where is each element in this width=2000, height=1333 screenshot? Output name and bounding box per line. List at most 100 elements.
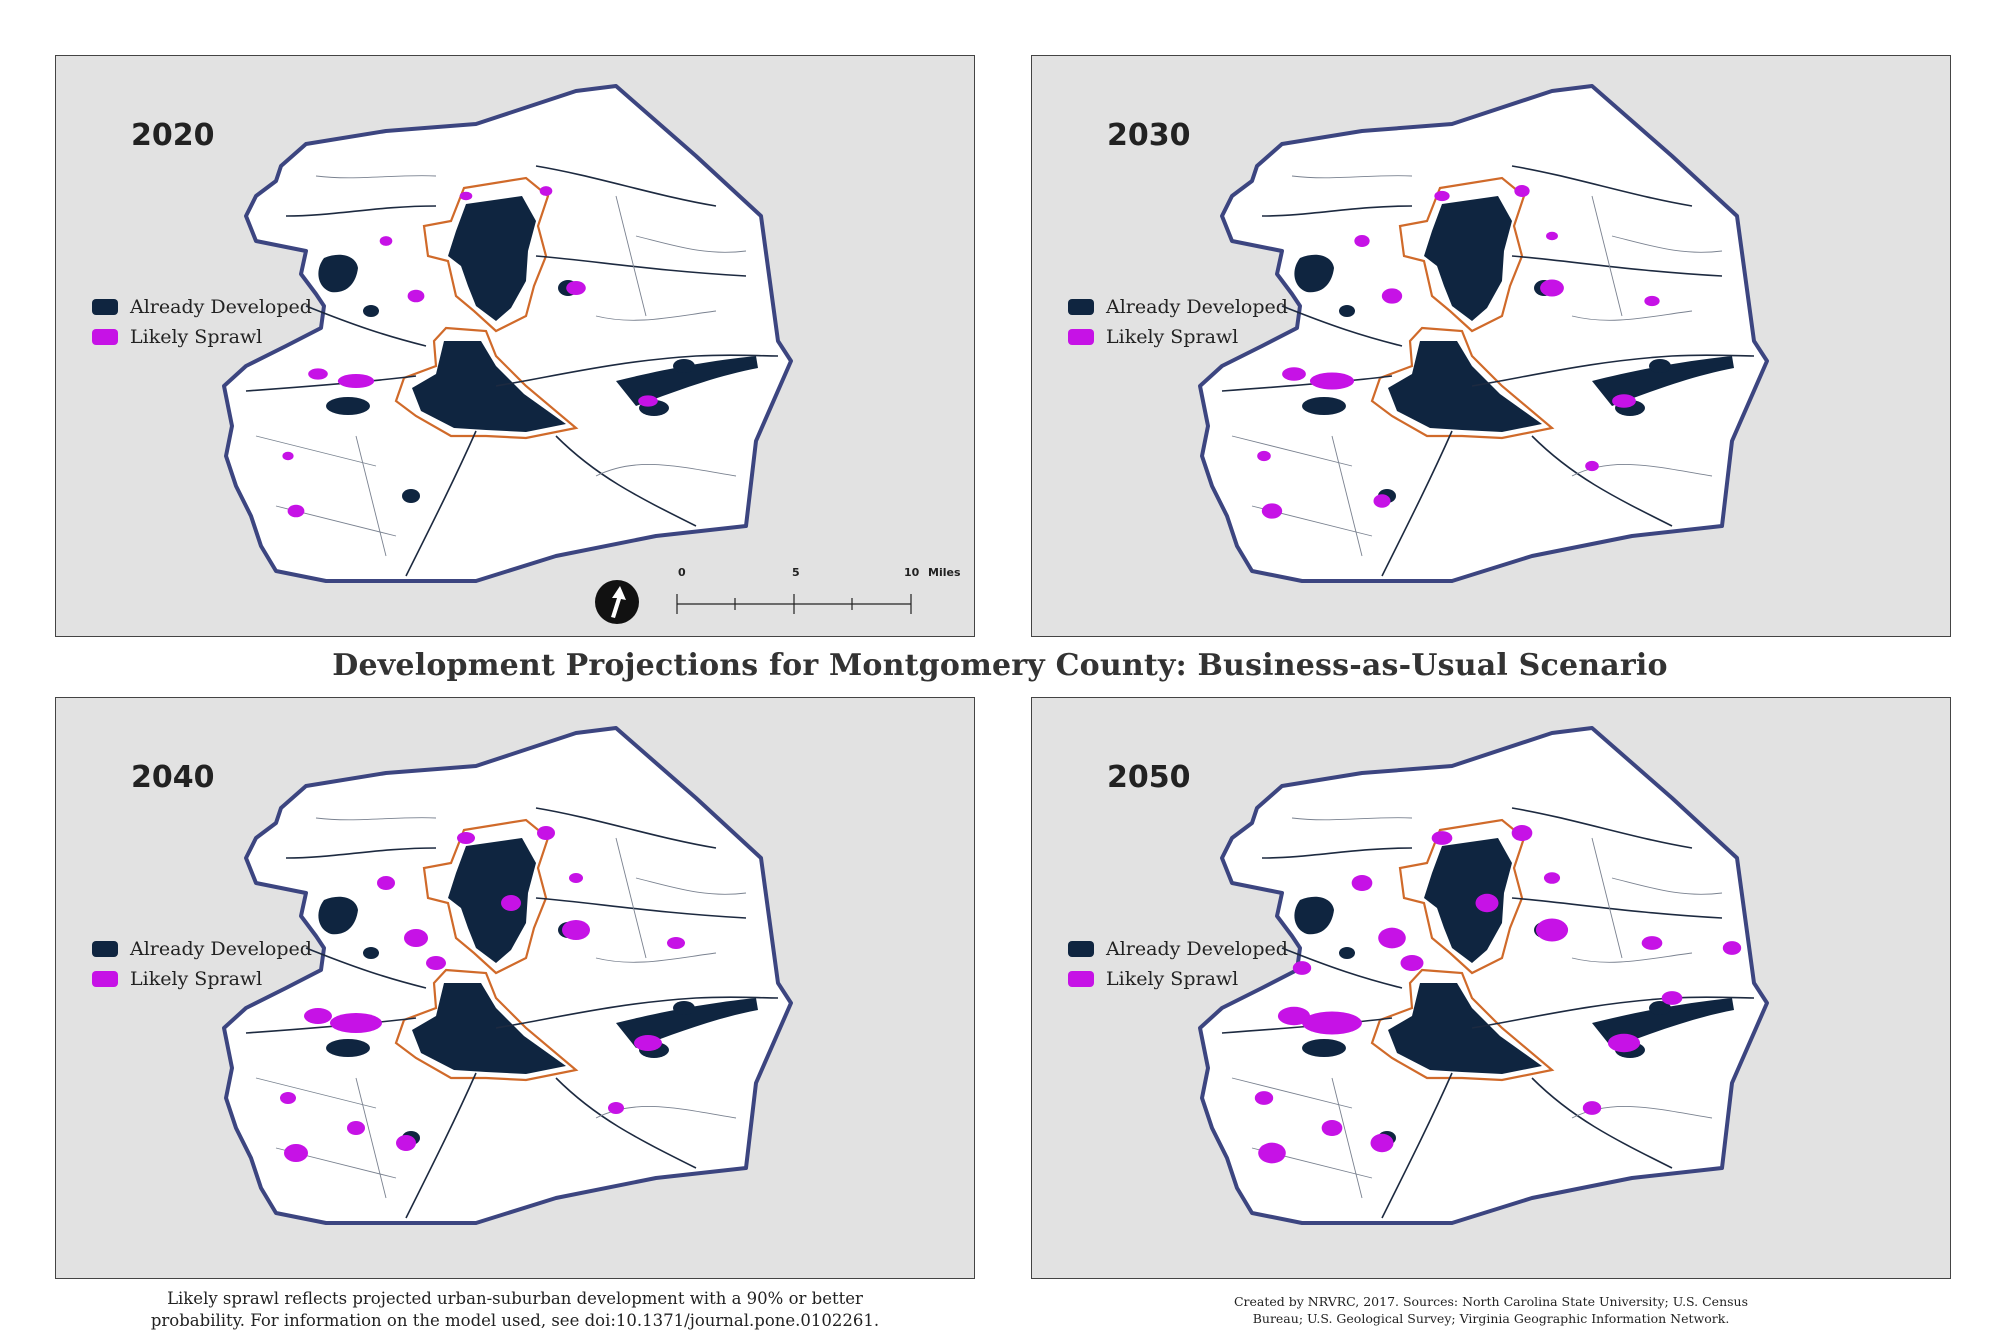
sprawl-area <box>330 1013 382 1033</box>
sprawl-layer <box>1257 185 1660 519</box>
sprawl-area <box>1321 1119 1343 1137</box>
sprawl-area <box>1351 874 1373 892</box>
sprawl-area <box>1254 1091 1274 1105</box>
map-panel-2020: 2020 Already Developed Likely Sprawl 0 5… <box>55 55 975 637</box>
sprawl-area <box>1535 918 1569 942</box>
sprawl-area <box>1261 503 1283 519</box>
sprawl-area <box>1641 936 1663 950</box>
sprawl-area <box>1546 231 1558 241</box>
sprawl-area <box>396 1135 416 1151</box>
sprawl-area <box>1277 1006 1311 1026</box>
sprawl-area <box>457 832 475 844</box>
county-map <box>222 726 793 1225</box>
sprawl-area <box>284 1144 308 1162</box>
sprawl-area <box>337 374 375 388</box>
map-year-label: 2040 <box>131 760 215 795</box>
sprawl-area <box>407 289 425 303</box>
map-year-label: 2030 <box>1107 118 1191 153</box>
scale-label-10: 10 <box>904 566 920 579</box>
developed-swatch <box>1068 299 1094 315</box>
legend-developed-label: Already Developed <box>1106 296 1288 318</box>
sprawl-area <box>1514 185 1530 197</box>
sprawl-area <box>1543 872 1561 884</box>
sprawl-area <box>608 1102 624 1114</box>
scale-bar-line <box>676 594 912 614</box>
sprawl-area <box>1400 954 1424 972</box>
sprawl-area <box>304 1008 332 1024</box>
sprawl-area <box>1258 1142 1286 1164</box>
county-map <box>1198 726 1769 1225</box>
sprawl-area <box>1661 991 1683 1005</box>
sprawl-swatch <box>92 971 118 987</box>
scale-bar: 0 5 10 Miles <box>676 566 966 626</box>
scale-unit: Miles <box>928 566 961 579</box>
model-note-line: probability. For information on the mode… <box>150 1311 880 1330</box>
sprawl-area <box>377 876 395 890</box>
map-legend: Already Developed Likely Sprawl <box>1068 934 1288 994</box>
sprawl-area <box>1612 394 1636 408</box>
north-arrow-icon <box>595 580 639 624</box>
county-map <box>222 84 793 583</box>
legend-developed-label: Already Developed <box>130 938 312 960</box>
sprawl-area <box>426 956 446 970</box>
sprawl-area <box>537 826 555 840</box>
sprawl-area <box>1511 824 1533 842</box>
sprawl-area <box>282 451 294 461</box>
map-year-label: 2050 <box>1107 760 1191 795</box>
sprawl-area <box>308 368 328 380</box>
developed-swatch <box>1068 941 1094 957</box>
sprawl-area <box>1434 190 1450 202</box>
sprawl-area <box>379 236 393 246</box>
credits-note-line: Created by NRVRC, 2017. Sources: North C… <box>1233 1294 1749 1309</box>
sprawl-swatch <box>92 329 118 345</box>
sprawl-layer <box>280 826 685 1162</box>
map-panel-2040: 2040 Already Developed Likely Sprawl <box>55 697 975 1279</box>
sprawl-area <box>562 920 590 940</box>
sprawl-area <box>1582 1101 1602 1115</box>
map-legend: Already Developed Likely Sprawl <box>92 292 312 352</box>
sprawl-area <box>566 281 586 295</box>
sprawl-area <box>1644 295 1660 307</box>
credits-note: Created by NRVRC, 2017. Sources: North C… <box>1031 1293 1951 1327</box>
legend-sprawl-label: Likely Sprawl <box>1106 968 1239 990</box>
sprawl-area <box>1722 941 1742 955</box>
developed-swatch <box>92 299 118 315</box>
sprawl-area <box>1431 831 1453 845</box>
sprawl-layer <box>1254 824 1742 1164</box>
sprawl-area <box>634 1035 662 1051</box>
sprawl-area <box>1381 288 1403 304</box>
sprawl-area <box>1475 893 1499 913</box>
model-note: Likely sprawl reflects projected urban-s… <box>55 1288 975 1332</box>
sprawl-area <box>1585 460 1599 472</box>
sprawl-area <box>1607 1033 1641 1053</box>
sprawl-area <box>1292 961 1312 975</box>
sprawl-area <box>404 929 428 947</box>
sprawl-area <box>459 191 473 201</box>
sprawl-area <box>638 395 658 407</box>
map-year-label: 2020 <box>131 118 215 153</box>
scale-label-0: 0 <box>678 566 686 579</box>
sprawl-area <box>1309 372 1355 390</box>
map-legend: Already Developed Likely Sprawl <box>92 934 312 994</box>
sprawl-swatch <box>1068 329 1094 345</box>
legend-sprawl-label: Likely Sprawl <box>130 968 263 990</box>
scale-label-5: 5 <box>792 566 800 579</box>
map-legend: Already Developed Likely Sprawl <box>1068 292 1288 352</box>
sprawl-area <box>1282 367 1306 381</box>
county-map <box>1198 84 1769 583</box>
sprawl-area <box>280 1092 296 1104</box>
developed-swatch <box>92 941 118 957</box>
sprawl-area <box>667 937 685 949</box>
sprawl-area <box>501 895 521 911</box>
sprawl-area <box>1540 279 1564 297</box>
page-title: Development Projections for Montgomery C… <box>332 648 1668 683</box>
sprawl-area <box>539 186 553 196</box>
legend-sprawl-label: Likely Sprawl <box>130 326 263 348</box>
sprawl-area <box>287 504 305 518</box>
sprawl-area <box>1373 494 1391 508</box>
credits-note-line: Bureau; U.S. Geological Survey; Virginia… <box>1252 1311 1730 1326</box>
legend-developed-label: Already Developed <box>1106 938 1288 960</box>
map-panel-2030: 2030 Already Developed Likely Sprawl <box>1031 55 1951 637</box>
sprawl-swatch <box>1068 971 1094 987</box>
sprawl-area <box>1378 927 1406 949</box>
